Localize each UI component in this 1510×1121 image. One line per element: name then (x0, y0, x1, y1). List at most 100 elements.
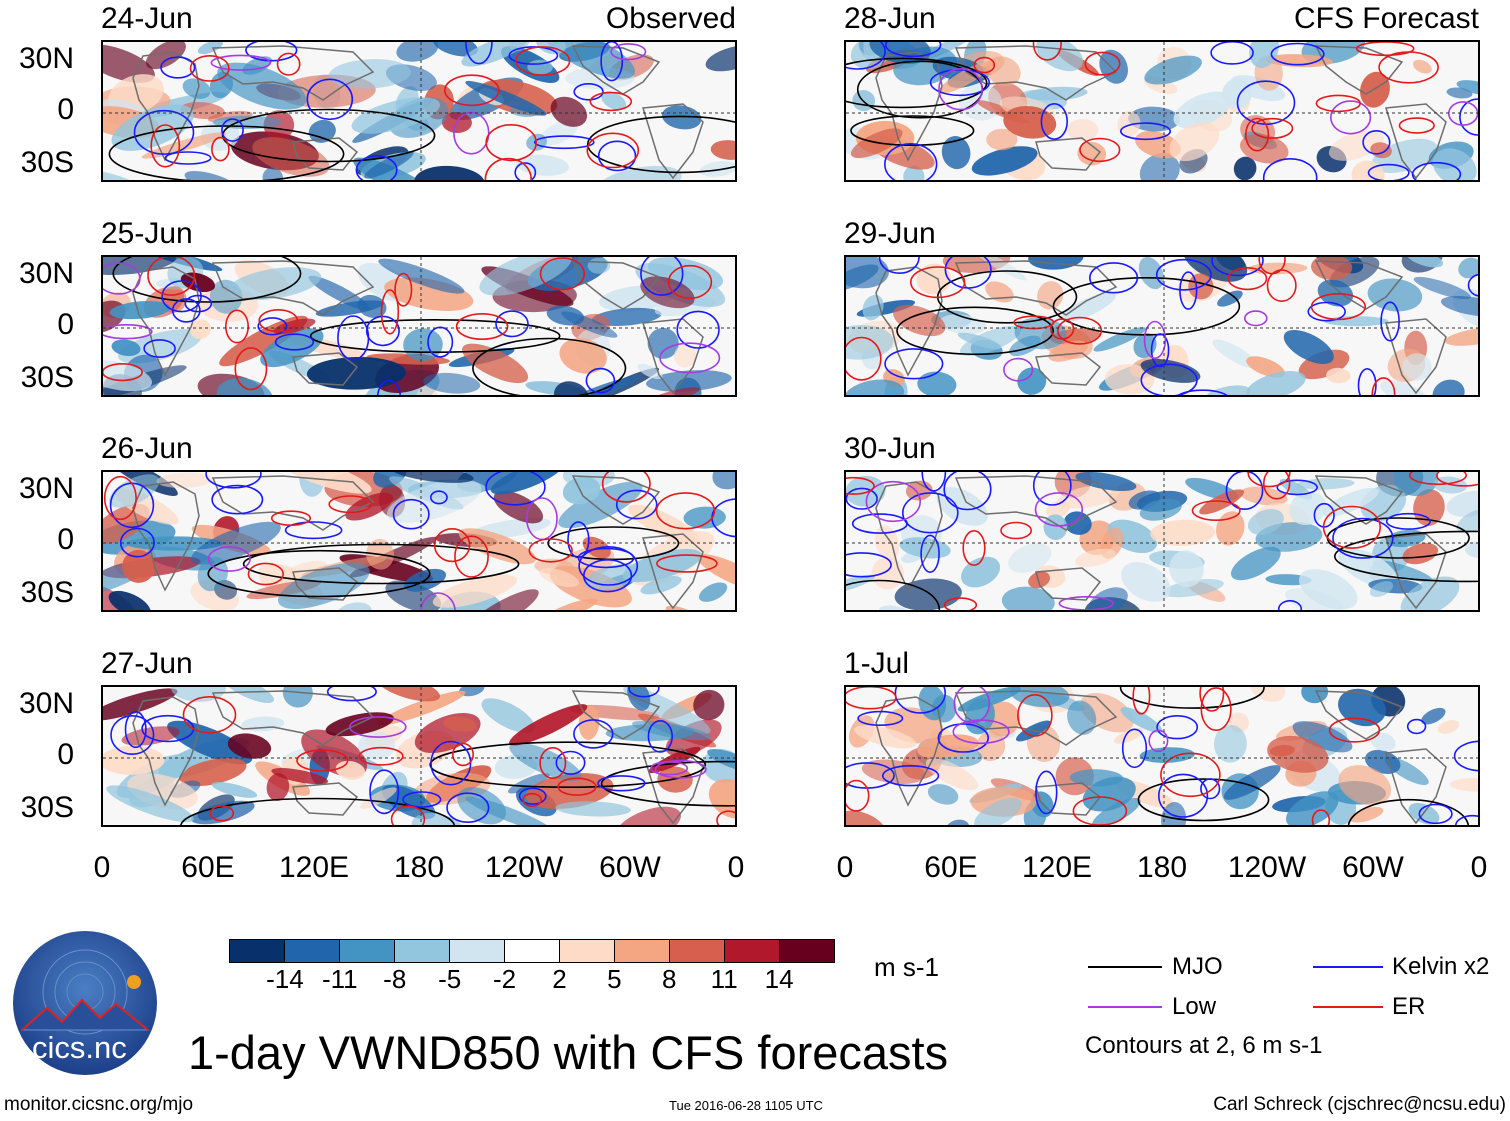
wind-anomaly-shading (974, 797, 1022, 825)
lat-label-30n: 30N (18, 687, 74, 720)
wind-anomaly-shading (515, 154, 569, 176)
wind-anomaly-shading (1222, 78, 1252, 109)
wind-anomaly-shading (1406, 257, 1444, 268)
er-contour (209, 805, 235, 822)
wind-anomaly-shading (223, 687, 274, 703)
er-contour (1409, 472, 1467, 486)
er-contour (380, 289, 400, 335)
wind-anomaly-shading (103, 688, 178, 721)
mjo-contour (472, 337, 627, 395)
kelvin-contour (1453, 740, 1478, 772)
wind-anomaly-shading (182, 78, 211, 99)
colorbar (229, 939, 835, 963)
panel-date-right-4: 1-Jul (844, 647, 910, 680)
er-contour (1032, 42, 1062, 61)
kelvin-contour (257, 317, 288, 336)
er-contour (656, 554, 718, 573)
er-contour (846, 476, 875, 495)
mjo-contour (180, 797, 456, 825)
low-contour (610, 43, 647, 61)
low-contour (938, 68, 983, 111)
wind-anomaly-shading (197, 556, 229, 592)
wind-anomaly-shading (1139, 498, 1182, 521)
kelvin-contour (1262, 158, 1318, 180)
colorbar-swatch (284, 940, 339, 962)
lon-label: 180 (393, 851, 445, 884)
wind-anomaly-shading (325, 712, 394, 737)
er-contour (270, 510, 312, 527)
low-contour (420, 592, 456, 610)
wind-anomaly-shading (271, 768, 329, 785)
wind-anomaly-shading (1223, 765, 1281, 800)
wind-anomaly-shading (1289, 491, 1327, 526)
kelvin-contour (600, 42, 624, 82)
wind-anomaly-shading (595, 165, 682, 180)
er-contour (328, 495, 373, 514)
lat-label-30n: 30N (18, 257, 74, 290)
wind-anomaly-shading (1296, 478, 1355, 490)
kelvin-contour (878, 257, 920, 274)
mjo-contour (1119, 687, 1265, 709)
kelvin-contour (944, 257, 992, 289)
wind-anomaly-shading (637, 363, 663, 380)
wind-anomaly-shading (846, 379, 905, 395)
wind-anomaly-shading (1349, 806, 1384, 823)
wind-anomaly-shading (647, 327, 679, 359)
wind-anomaly-shading (1035, 42, 1084, 72)
wind-anomaly-shading (260, 328, 324, 368)
lat-label-0: 0 (57, 93, 74, 126)
wind-anomaly-shading (1360, 71, 1390, 108)
wind-anomaly-shading (414, 165, 486, 180)
wind-anomaly-shading (587, 257, 611, 274)
mjo-contour (112, 257, 302, 303)
kelvin-contour (429, 490, 448, 505)
colorbar-swatch (724, 940, 779, 962)
wind-anomaly-shading (1010, 687, 1070, 708)
colorbar-swatch (559, 940, 614, 962)
wind-anomaly-shading (1299, 569, 1358, 610)
colorbar-tick-label: 11 (710, 964, 738, 994)
wind-anomaly-shading (550, 96, 588, 127)
kelvin-contour (1357, 368, 1377, 395)
kelvin-contour (585, 367, 616, 394)
er-contour (528, 538, 573, 563)
er-contour (962, 529, 986, 567)
er-contour (358, 746, 404, 766)
wind-anomaly-shading (167, 720, 253, 765)
coastline (211, 260, 375, 316)
wind-anomaly-shading (423, 372, 481, 394)
wind-anomaly-shading (644, 387, 700, 395)
er-contour (846, 779, 870, 812)
wind-anomaly-shading (109, 301, 171, 320)
coastline (875, 481, 943, 592)
mjo-contour (108, 125, 345, 180)
wind-anomaly-shading (976, 731, 1006, 762)
wind-anomaly-shading (1183, 257, 1248, 282)
wind-anomaly-shading (1324, 316, 1389, 327)
er-contour (1247, 472, 1291, 488)
wind-anomaly-shading (971, 146, 1038, 176)
kelvin-contour (1362, 130, 1391, 155)
colorbar-tick-label: 14 (764, 964, 794, 994)
wind-anomaly-shading (1075, 472, 1137, 492)
wind-anomaly-shading (1067, 700, 1097, 735)
kelvin-contour (647, 720, 673, 753)
er-contour (182, 695, 237, 734)
mjo-contour (1334, 530, 1478, 583)
wind-anomaly-shading (378, 690, 466, 726)
er-contour (515, 46, 571, 76)
wind-anomaly-shading (184, 171, 239, 180)
coastline (292, 567, 359, 601)
wind-anomaly-shading (1286, 791, 1339, 825)
colorbar-tick-label: 2 (552, 964, 567, 994)
coastline (875, 696, 943, 807)
wind-anomaly-shading (925, 758, 979, 791)
coastline (1314, 45, 1404, 95)
er-contour (1371, 377, 1396, 395)
footer-url[interactable]: monitor.cicsnc.org/mjo (4, 1094, 194, 1115)
wind-anomaly-shading (1233, 156, 1257, 180)
wind-anomaly-shading (391, 472, 474, 483)
wind-anomaly-shading (1446, 490, 1478, 517)
er-contour (1132, 687, 1151, 715)
wind-anomaly-shading (1432, 379, 1465, 395)
